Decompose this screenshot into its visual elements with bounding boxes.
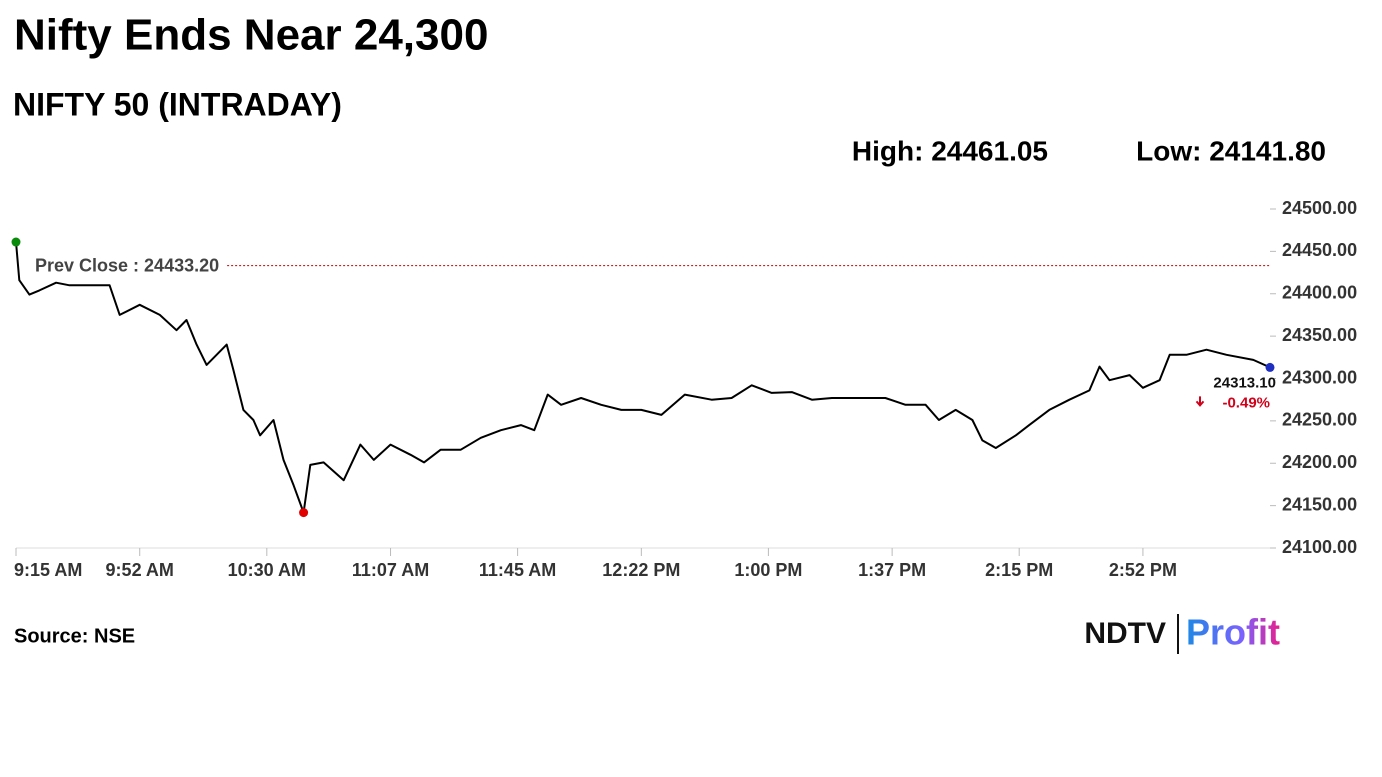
- chart-title: Nifty Ends Near 24,300: [14, 11, 488, 60]
- y-tick-label: 24450.00: [1282, 240, 1357, 260]
- y-tick-label: 24350.00: [1282, 325, 1357, 345]
- x-tick-label: 12:22 PM: [602, 560, 680, 580]
- last-value-label: 24313.10: [1213, 374, 1276, 391]
- change-label: -0.49%: [1222, 394, 1270, 411]
- x-tick-label: 11:45 AM: [479, 560, 556, 580]
- x-tick-label: 10:30 AM: [228, 560, 306, 580]
- x-tick-label: 9:52 AM: [106, 560, 174, 580]
- logo-profit: Profit: [1186, 612, 1280, 653]
- y-tick-label: 24150.00: [1282, 494, 1357, 514]
- x-tick-label: 2:52 PM: [1109, 560, 1177, 580]
- x-tick-label: 11:07 AM: [352, 560, 429, 580]
- y-tick-label: 24300.00: [1282, 367, 1357, 387]
- change-arrow: [1195, 396, 1205, 407]
- y-tick-label: 24400.00: [1282, 283, 1357, 303]
- source: Source: NSE: [14, 625, 135, 647]
- low-label: Low: 24141.80: [1136, 135, 1326, 166]
- y-tick-label: 24200.00: [1282, 452, 1357, 472]
- x-tick-label: 2:15 PM: [985, 560, 1053, 580]
- high-label: High: 24461.05: [852, 135, 1048, 166]
- logo-ndtv: NDTV: [1084, 617, 1166, 650]
- x-tick-label: 1:00 PM: [734, 560, 802, 580]
- y-tick-label: 24250.00: [1282, 410, 1357, 430]
- prev-close-label: Prev Close : 24433.20: [35, 255, 219, 275]
- y-tick-label: 24500.00: [1282, 198, 1357, 218]
- price-line: [15, 241, 1271, 514]
- close-marker: [1265, 362, 1275, 372]
- x-tick-label: 1:37 PM: [858, 560, 926, 580]
- x-tick-label: 9:15 AM: [14, 560, 82, 580]
- low-marker: [299, 508, 309, 518]
- chart-subtitle: NIFTY 50 (INTRADAY): [13, 86, 342, 122]
- y-tick-label: 24100.00: [1282, 537, 1357, 557]
- open-marker: [11, 237, 21, 247]
